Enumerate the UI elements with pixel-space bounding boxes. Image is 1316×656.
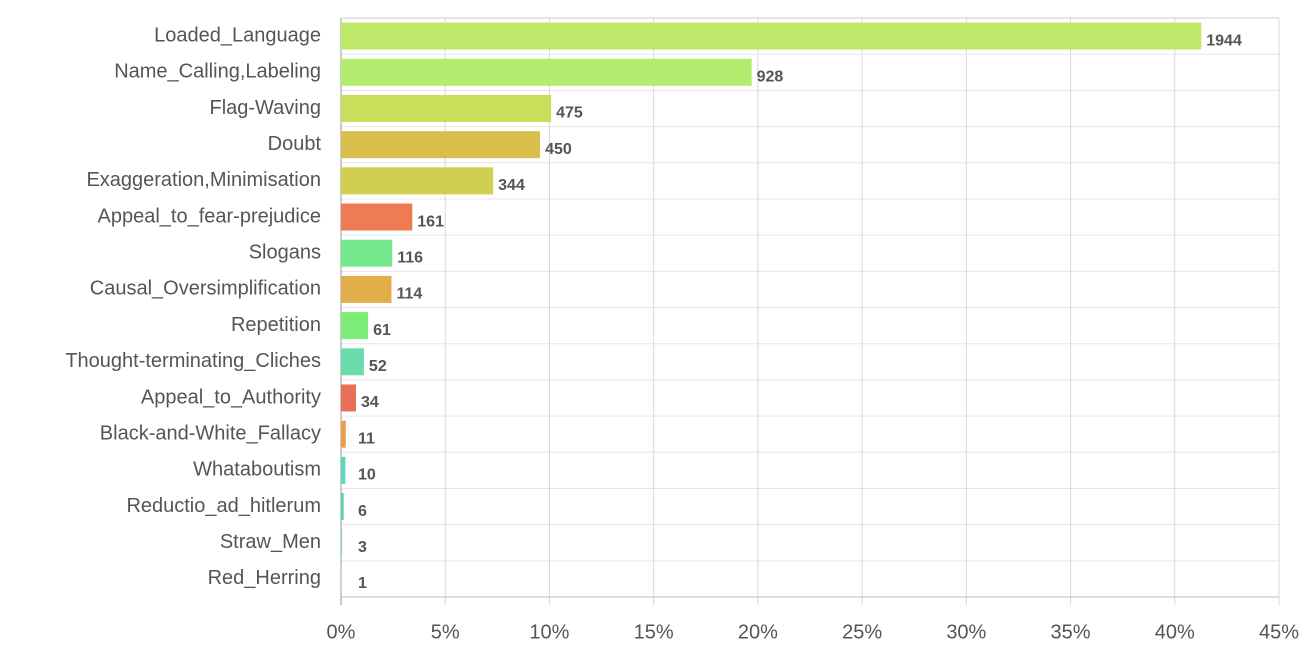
data-label: 1 (358, 575, 367, 592)
data-label: 3 (358, 539, 367, 556)
x-tick-label: 30% (946, 621, 986, 643)
data-label: 450 (545, 141, 572, 158)
y-tick-label: Black-and-White_Fallacy (100, 422, 321, 444)
y-tick-label: Reductio_ad_hitlerum (126, 495, 321, 517)
data-label: 11 (358, 430, 375, 447)
data-label: 6 (358, 503, 367, 520)
x-tick-label: 15% (634, 621, 674, 643)
data-label: 114 (396, 286, 422, 303)
bar (341, 348, 364, 376)
x-tick-label: 25% (842, 621, 882, 643)
data-label: 475 (556, 105, 583, 122)
data-label: 52 (369, 358, 387, 375)
y-tick-label: Whataboutism (193, 459, 321, 481)
y-tick-label: Flag-Waving (209, 97, 321, 119)
y-tick-label: Appeal_to_fear-prejudice (98, 205, 322, 227)
data-label: 344 (498, 177, 525, 194)
data-label: 34 (361, 394, 379, 411)
x-tick-label: 35% (1051, 621, 1091, 643)
data-label: 928 (757, 69, 784, 86)
data-label: 161 (417, 213, 444, 230)
x-tick-label: 40% (1155, 621, 1195, 643)
y-tick-label: Repetition (231, 314, 321, 336)
bar (341, 203, 413, 231)
y-tick-label: Name_Calling,Labeling (114, 61, 321, 83)
bar (341, 312, 369, 340)
x-tick-label: 0% (327, 621, 356, 643)
y-tick-label: Loaded_Language (154, 24, 321, 46)
y-tick-label: Causal_Oversimplification (90, 278, 321, 300)
y-tick-label: Red_Herring (208, 567, 321, 589)
bar (341, 58, 752, 86)
bar (341, 456, 346, 484)
bar (341, 94, 552, 122)
bar (341, 384, 357, 412)
bar (341, 239, 393, 267)
data-label: 116 (397, 249, 423, 266)
y-tick-label: Thought-terminating_Cliches (65, 350, 321, 372)
y-tick-label: Exaggeration,Minimisation (86, 169, 321, 191)
data-label: 1944 (1206, 32, 1242, 49)
y-tick-label: Appeal_to_Authority (141, 386, 321, 408)
bar (341, 420, 346, 448)
bar (341, 529, 343, 557)
y-tick-label: Doubt (268, 133, 322, 155)
bar (341, 22, 1202, 50)
bar (341, 493, 344, 521)
x-tick-label: 45% (1259, 621, 1299, 643)
x-tick-label: 20% (738, 621, 778, 643)
x-tick-label: 10% (529, 621, 569, 643)
bar (341, 167, 494, 195)
data-label: 10 (358, 467, 376, 484)
bar (341, 131, 541, 159)
y-tick-label: Straw_Men (220, 531, 321, 553)
y-tick-label: Slogans (249, 242, 321, 264)
bar (341, 275, 392, 303)
data-label: 61 (373, 322, 391, 339)
x-tick-label: 5% (431, 621, 460, 643)
